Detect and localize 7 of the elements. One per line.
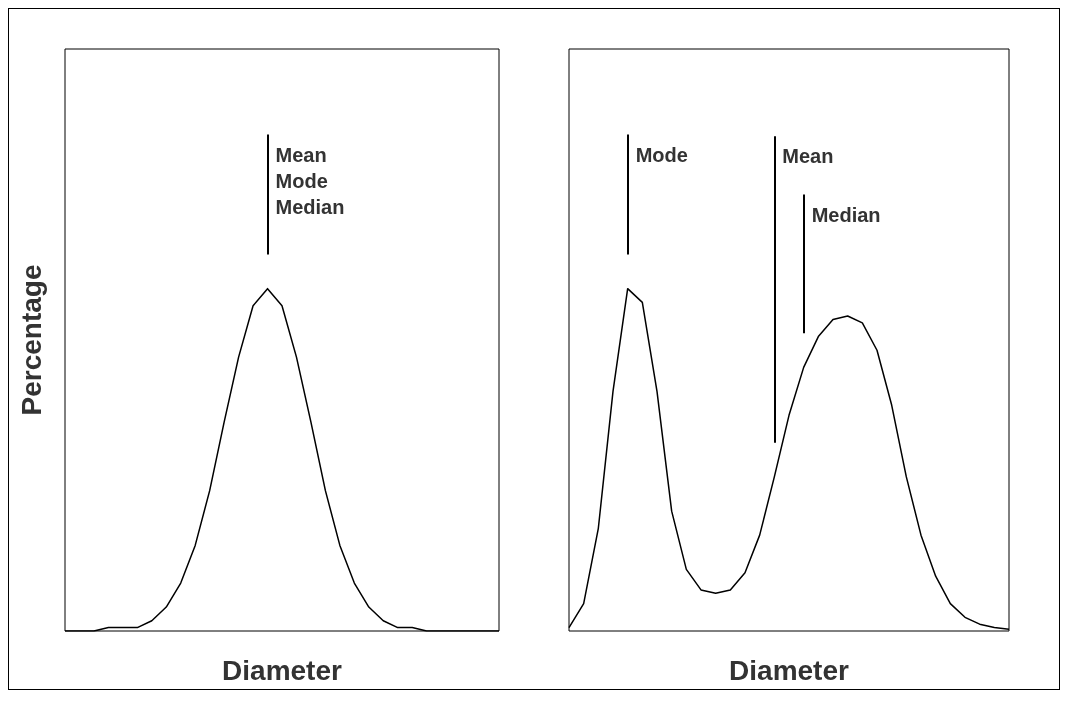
text: Mean	[782, 145, 834, 168]
x-axis-title: Diameter	[729, 654, 850, 686]
text: Median	[811, 203, 881, 226]
y-axis-title: Percentage	[15, 264, 47, 416]
text: Mode	[635, 143, 688, 166]
x-axis-title: Diameter	[222, 654, 343, 686]
text: Mean Mode Median	[275, 143, 345, 218]
